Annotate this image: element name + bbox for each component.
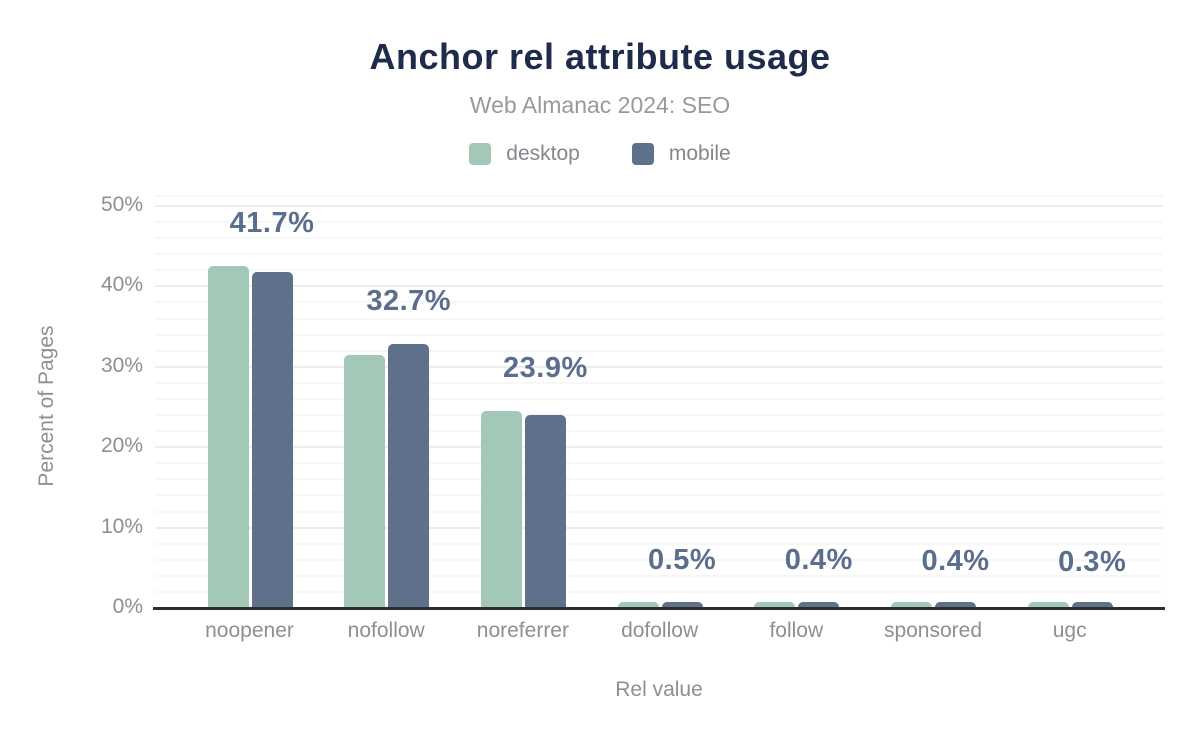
bar-mobile-ugc[interactable] [1071, 602, 1113, 607]
gridline-minor [155, 414, 1163, 417]
bar-mobile-noreferrer[interactable] [524, 414, 566, 607]
bar-mobile-nofollow[interactable] [388, 344, 430, 607]
mobile-series-swatch [631, 143, 654, 165]
legend-item-mobile[interactable]: mobile [631, 142, 731, 166]
gridline-minor [155, 590, 1163, 593]
gridline-minor [155, 574, 1163, 577]
bar-desktop-noopener[interactable] [207, 266, 249, 607]
gridline-major [155, 205, 1163, 207]
y-axis-title: Percent of Pages [35, 325, 58, 487]
gridline-minor [155, 510, 1163, 513]
value-label-nofollow: 32.7% [366, 285, 452, 318]
y-tick-30: 30% [100, 353, 143, 377]
chart-title: Anchor rel attribute usage [369, 36, 831, 77]
x-label-follow: follow [769, 619, 824, 642]
bar-mobile-follow[interactable] [798, 602, 840, 607]
x-label-noreferrer: noreferrer [476, 619, 569, 642]
gridline-minor [155, 333, 1163, 336]
gridline-minor [155, 237, 1163, 240]
gridline-minor [155, 221, 1163, 224]
gridline-minor [155, 253, 1163, 256]
bar-desktop-follow[interactable] [754, 602, 796, 607]
gridline-minor [155, 558, 1163, 561]
mobile-series-label: mobile [668, 142, 731, 165]
bar-desktop-noreferrer[interactable] [480, 410, 522, 607]
gridline-major [155, 446, 1163, 449]
desktop-series-label: desktop [506, 142, 580, 165]
bar-desktop-dofollow[interactable] [617, 602, 659, 607]
chart-subtitle: Web Almanac 2024: SEO [469, 92, 731, 118]
gridline-minor [155, 478, 1163, 481]
bar-mobile-noopener[interactable] [251, 271, 293, 607]
gridline-minor [155, 301, 1163, 304]
value-label-noreferrer: 23.9% [503, 351, 588, 384]
plot-area: 41.7% 32.7% 23.9% 0.5% 0.4% 0.4% 0.3% [155, 195, 1163, 607]
x-label-sponsored: sponsored [883, 619, 983, 642]
bar-mobile-dofollow[interactable] [661, 602, 703, 607]
x-axis-title: Rel value [615, 678, 703, 701]
bar-mobile-sponsored[interactable] [935, 602, 976, 607]
x-label-nofollow: nofollow [347, 619, 425, 642]
gridline-minor [155, 397, 1163, 400]
x-label-ugc: ugc [1052, 619, 1087, 642]
y-tick-50: 50% [100, 193, 143, 216]
gridline-major [155, 526, 1163, 529]
gridline-major [155, 365, 1163, 368]
gridline-minor [155, 317, 1163, 320]
gridline-minor [155, 494, 1163, 497]
x-label-noopener: noopener [205, 619, 294, 642]
value-label-dofollow: 0.5% [648, 543, 717, 576]
x-label-dofollow: dofollow [621, 619, 699, 642]
y-tick-40: 40% [100, 273, 143, 297]
bar-desktop-nofollow[interactable] [344, 355, 386, 607]
bar-desktop-sponsored[interactable] [891, 602, 932, 607]
gridline-minor [155, 381, 1163, 384]
legend-item-desktop[interactable]: desktop [469, 142, 580, 166]
gridline-minor [155, 430, 1163, 433]
value-label-noopener: 41.7% [229, 207, 315, 240]
gridline-minor [155, 195, 1163, 197]
gridline-minor [155, 349, 1163, 352]
value-label-follow: 0.4% [784, 543, 853, 576]
y-tick-20: 20% [100, 434, 143, 458]
gridline-minor [155, 542, 1163, 545]
value-label-ugc: 0.3% [1058, 545, 1127, 578]
bar-desktop-ugc[interactable] [1027, 602, 1069, 607]
legend: desktop mobile [0, 142, 1200, 166]
x-axis-line [153, 607, 1165, 610]
gridline-minor [155, 462, 1163, 465]
desktop-series-swatch [469, 143, 492, 165]
y-tick-10: 10% [100, 514, 143, 538]
y-tick-0: 0% [112, 595, 143, 618]
gridline-minor [155, 269, 1163, 272]
value-label-sponsored: 0.4% [921, 544, 990, 577]
gridline-major [155, 285, 1163, 288]
